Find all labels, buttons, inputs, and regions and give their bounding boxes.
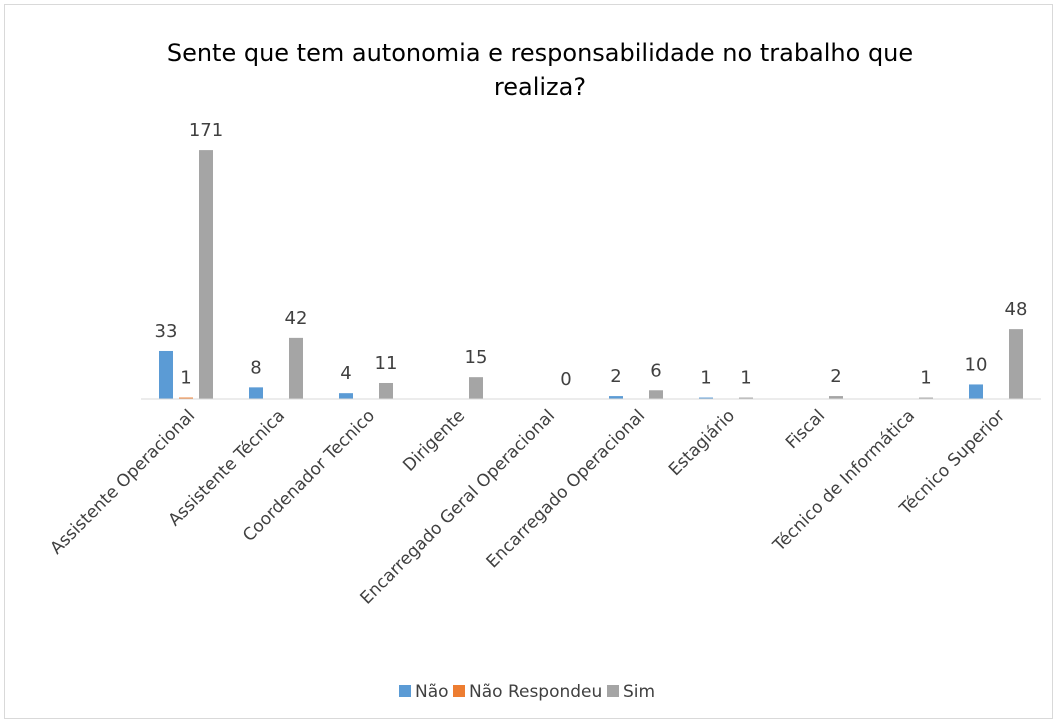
data-label: 4: [340, 363, 351, 384]
legend-swatch: [607, 685, 619, 697]
x-tick-label: Assistente Operacional: [46, 406, 199, 559]
data-label: 1: [700, 368, 711, 389]
data-label: 2: [610, 366, 621, 387]
data-label: 1: [740, 368, 751, 389]
bar: [919, 397, 933, 399]
data-label: 15: [465, 347, 488, 368]
bar: [179, 397, 193, 399]
legend-swatch: [453, 685, 465, 697]
bar: [249, 387, 263, 399]
data-label: 10: [965, 354, 988, 375]
data-label: 1: [920, 368, 931, 389]
x-tick-label: Dirigente: [399, 406, 469, 476]
bar: [379, 382, 393, 399]
data-label: 2: [830, 366, 841, 387]
chart-border: [4, 4, 1053, 719]
data-label: 6: [650, 360, 661, 381]
x-tick-label: Encarregado Operacional: [483, 406, 649, 572]
legend-swatch: [399, 685, 411, 697]
data-label: 171: [189, 120, 223, 141]
bar: [699, 397, 713, 399]
bar: [289, 337, 303, 399]
bar: [469, 377, 483, 399]
bar: [739, 397, 753, 399]
data-label: 33: [155, 321, 178, 342]
bar: [199, 150, 213, 399]
chart-title: Sente que tem autonomia e responsabilida…: [166, 39, 914, 101]
bar: [1009, 329, 1023, 399]
legend-label: Sim: [623, 682, 655, 702]
bar: [339, 393, 353, 399]
data-label: 0: [560, 369, 571, 390]
legend-label: Não Respondeu: [469, 682, 602, 702]
data-label: 8: [250, 357, 261, 378]
data-label: 1: [180, 368, 191, 389]
x-tick-label: Encarregado Geral Operacional: [357, 406, 560, 609]
data-label: 42: [285, 308, 308, 329]
data-label: 11: [375, 353, 398, 374]
legend-label: Não: [415, 682, 449, 702]
bar: [829, 396, 843, 399]
data-label: 48: [1005, 299, 1028, 320]
bar: [649, 390, 663, 399]
bar: [609, 396, 623, 399]
bar: [969, 384, 983, 399]
x-tick-label: Estagiário: [665, 406, 739, 480]
bar: [159, 350, 173, 399]
x-tick-label: Fiscal: [782, 406, 829, 453]
